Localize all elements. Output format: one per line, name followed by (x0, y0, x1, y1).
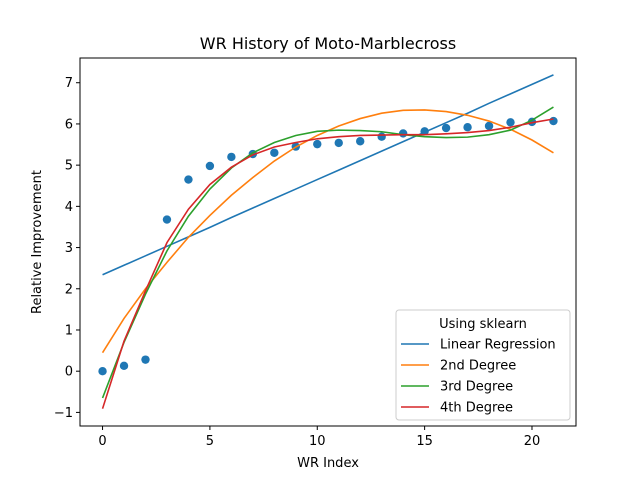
legend-label: 3rd Degree (440, 380, 513, 395)
y-tick-label: 1 (65, 323, 73, 338)
x-tick-label: 20 (524, 434, 541, 449)
data-point (441, 123, 451, 133)
data-point (205, 161, 215, 171)
chart-title: WR History of Moto-Marblecross (200, 34, 456, 53)
x-axis: 0 5 10 15 20 (98, 426, 540, 449)
y-tick-label: 4 (65, 200, 73, 215)
x-tick-label: 5 (206, 434, 214, 449)
series-line (101, 106, 554, 399)
data-point (356, 137, 365, 146)
x-axis-label: WR Index (297, 456, 359, 471)
y-tick-label: 5 (65, 159, 73, 174)
data-point (334, 138, 343, 148)
y-tick-label: 7 (65, 76, 73, 91)
y-tick-label: −1 (54, 406, 73, 421)
data-point (162, 215, 172, 224)
data-point (463, 123, 472, 132)
y-tick-label: 6 (65, 117, 73, 132)
y-axis: −1 0 1 2 3 4 5 6 7 (54, 76, 80, 421)
x-tick-label: 10 (309, 434, 326, 449)
legend-label: Linear Regression (440, 338, 556, 353)
y-tick-label: 2 (65, 282, 73, 297)
x-tick-label: 15 (416, 434, 433, 449)
legend-items: Linear Regression 2nd Degree 3rd Degree 4th… (401, 338, 556, 416)
legend-title: Using sklearn (439, 317, 527, 332)
series-line (101, 118, 554, 409)
data-point (184, 175, 193, 184)
data-point (549, 116, 558, 126)
legend-label: 4th Degree (440, 401, 513, 416)
data-point (227, 152, 236, 162)
legend-frame (395, 309, 571, 421)
series-line (102, 74, 554, 276)
y-tick-label: 0 (65, 365, 73, 380)
y-axis-label: Relative Improvement (30, 170, 45, 314)
data-point (377, 132, 386, 141)
x-tick-label: 0 (98, 434, 106, 449)
legend-label: 2nd Degree (440, 359, 516, 374)
data-point (484, 121, 494, 131)
plot-frame (79, 57, 577, 427)
data-point (98, 366, 107, 376)
data-point (313, 139, 322, 149)
data-point (270, 148, 279, 157)
data-point (119, 361, 129, 371)
legend: Using sklearn Linear Regression 2nd Degre… (395, 309, 571, 421)
y-tick-label: 3 (65, 241, 73, 256)
data-point (141, 355, 150, 364)
data-point (398, 129, 408, 138)
data-point (506, 118, 515, 127)
plot-area (98, 74, 558, 409)
